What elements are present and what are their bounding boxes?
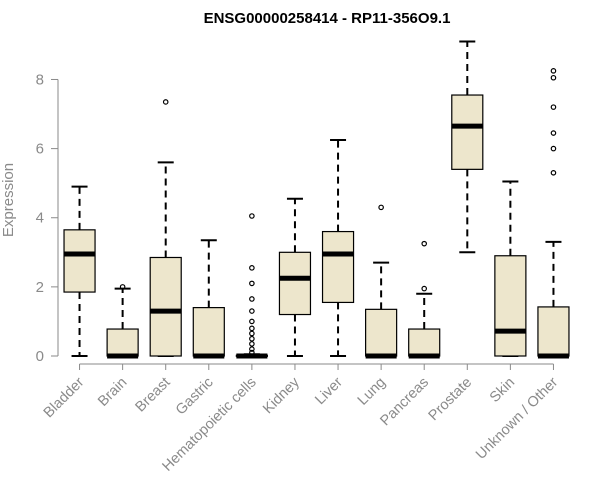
x-tick-label: Brain xyxy=(95,375,130,410)
x-tick-label: Kidney xyxy=(260,374,303,417)
box-group xyxy=(408,240,441,359)
outlier-point xyxy=(550,68,557,74)
outlier-point xyxy=(249,318,255,325)
outlier-point xyxy=(249,265,255,271)
box xyxy=(278,251,312,316)
boxes-group xyxy=(63,40,570,359)
y-tick-label: 0 xyxy=(36,348,44,365)
x-tick-label: Prostate xyxy=(426,375,475,424)
box-group xyxy=(278,197,312,357)
outlier-point xyxy=(550,74,557,81)
box-group xyxy=(494,180,527,357)
outlier-point xyxy=(550,130,557,136)
box-group xyxy=(321,138,355,357)
outlier-point xyxy=(249,296,255,302)
outlier-point xyxy=(249,280,255,287)
y-axis-label: Expression xyxy=(0,163,17,237)
box-group xyxy=(63,185,96,357)
x-tick-label: Liver xyxy=(312,374,346,408)
box xyxy=(451,94,484,170)
box xyxy=(321,230,355,304)
box xyxy=(63,229,96,293)
outlier-point xyxy=(550,104,557,110)
outlier-point xyxy=(249,308,255,314)
outlier-point xyxy=(249,325,255,332)
outlier-point xyxy=(119,284,126,290)
outlier-point xyxy=(378,204,384,211)
box xyxy=(494,255,527,357)
x-tick-label: Skin xyxy=(487,375,518,406)
y-tick-label: 8 xyxy=(36,71,44,88)
outlier-point xyxy=(550,145,557,152)
outlier-point xyxy=(162,99,169,105)
outlier-point xyxy=(421,285,428,292)
box-group xyxy=(451,40,484,254)
box xyxy=(365,308,398,357)
y-axis: 0 2 4 6 8 xyxy=(36,71,59,365)
x-tick-label: Unknown / Other xyxy=(473,374,561,462)
box xyxy=(408,328,441,357)
y-tick-label: 6 xyxy=(36,141,44,158)
box-group xyxy=(106,284,139,359)
box-group xyxy=(365,204,398,359)
chart-title: ENSG00000258414 - RP11-356O9.1 xyxy=(204,10,451,27)
box-group xyxy=(149,99,182,357)
x-tick-label: Breast xyxy=(133,375,174,416)
box xyxy=(149,256,182,357)
outlier-point xyxy=(249,213,255,219)
x-tick-label: Lung xyxy=(355,375,389,409)
box-group xyxy=(192,239,225,359)
outlier-point xyxy=(249,349,255,356)
box-group xyxy=(235,213,268,359)
outlier-point xyxy=(550,170,557,176)
box xyxy=(537,306,570,357)
outlier-point xyxy=(249,335,255,342)
box xyxy=(106,328,139,357)
outlier-point xyxy=(249,341,255,347)
x-tick-label: Bladder xyxy=(41,374,88,421)
y-tick-label: 2 xyxy=(36,279,44,296)
box-group xyxy=(537,68,570,359)
outlier-point xyxy=(421,240,428,247)
box xyxy=(192,307,225,357)
y-tick-label: 4 xyxy=(36,210,44,227)
outlier-point xyxy=(249,330,255,337)
outlier-point xyxy=(249,346,255,352)
